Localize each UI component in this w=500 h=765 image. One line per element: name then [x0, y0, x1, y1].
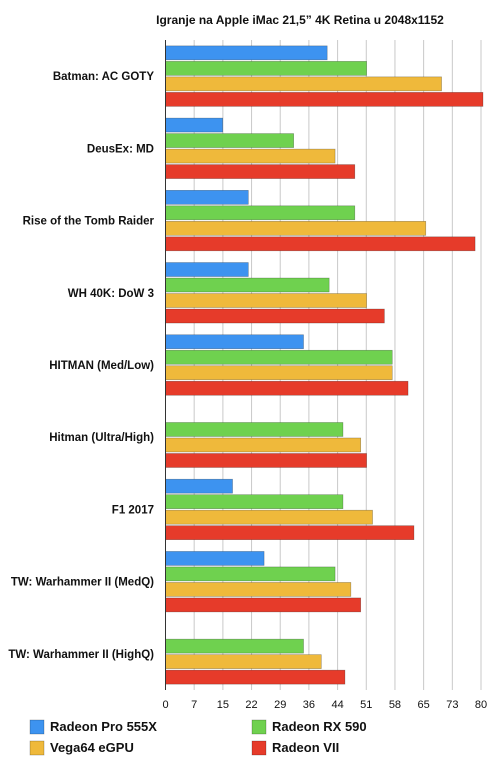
category-label: TW: Warhammer II (HighQ) [8, 649, 154, 661]
category-label: Hitman (Ultra/High) [49, 432, 154, 444]
x-tick-label: 44 [331, 699, 343, 711]
gridlines [165, 40, 482, 690]
bar [165, 349, 393, 365]
category-label: DeusEx: MD [87, 143, 154, 155]
bar [165, 277, 330, 293]
bar [165, 437, 362, 453]
bar [165, 654, 322, 669]
bar [165, 582, 352, 597]
bar [165, 478, 233, 494]
bar [165, 190, 249, 205]
bar [165, 236, 476, 252]
category-label: WH 40K: DoW 3 [68, 288, 154, 300]
bar [165, 117, 223, 133]
legend-swatch [29, 719, 45, 735]
bar [165, 380, 409, 396]
bar [165, 76, 442, 92]
bar [165, 262, 249, 277]
x-tick-label: 36 [303, 699, 315, 711]
legend: Radeon Pro 555X Radeon RX 590 Vega64 eGPU R… [29, 719, 367, 756]
bar [165, 597, 362, 613]
legend-label: Radeon RX 590 [272, 719, 367, 734]
bar [165, 133, 294, 148]
category-label: Batman: AC GOTY [53, 71, 154, 83]
bar [165, 308, 385, 324]
bar [165, 566, 336, 582]
chart-title: Igranje na Apple iMac 21,5” 4K Retina u … [156, 13, 444, 27]
category-label: Rise of the Tomb Raider [23, 216, 155, 228]
legend-swatch [29, 740, 45, 756]
category-label: HITMAN (Med/Low) [49, 360, 154, 372]
legend-swatch [251, 740, 267, 756]
x-tick-label: 22 [245, 699, 257, 711]
bar [165, 334, 304, 350]
bar [165, 494, 344, 509]
bar [165, 164, 356, 179]
x-tick-label: 58 [389, 699, 401, 711]
legend-label: Radeon VII [272, 740, 339, 755]
bar [165, 422, 344, 437]
bar [165, 45, 328, 61]
x-tick-label: 65 [417, 699, 429, 711]
bar [165, 365, 393, 381]
bar [165, 509, 373, 525]
bar [165, 221, 427, 236]
bar [165, 293, 367, 308]
bar [165, 638, 304, 654]
x-tick-label: 29 [274, 699, 286, 711]
x-tick-label: 15 [217, 699, 229, 711]
bar [165, 61, 367, 76]
category-labels: Batman: AC GOTY DeusEx: MD Rise of the Tom… [8, 71, 154, 661]
x-tick-label: 0 [162, 699, 168, 711]
bars [165, 45, 484, 685]
legend-swatch [251, 719, 267, 735]
bar [165, 92, 484, 107]
x-tick-label: 51 [360, 699, 372, 711]
bar [165, 551, 265, 566]
bar [165, 525, 415, 540]
x-tick-label: 73 [446, 699, 458, 711]
x-tick-label: 80 [475, 699, 487, 711]
bar [165, 148, 336, 164]
x-tick-label: 7 [191, 699, 197, 711]
legend-label: Radeon Pro 555X [50, 719, 157, 734]
bar [165, 453, 367, 468]
category-label: TW: Warhammer II (MedQ) [11, 577, 154, 589]
category-label: F1 2017 [112, 504, 154, 516]
bar [165, 669, 346, 685]
x-tick-labels: 0 7 15 22 29 36 44 51 58 65 73 80 [162, 699, 487, 711]
legend-label: Vega64 eGPU [50, 740, 134, 755]
bar [165, 205, 356, 221]
